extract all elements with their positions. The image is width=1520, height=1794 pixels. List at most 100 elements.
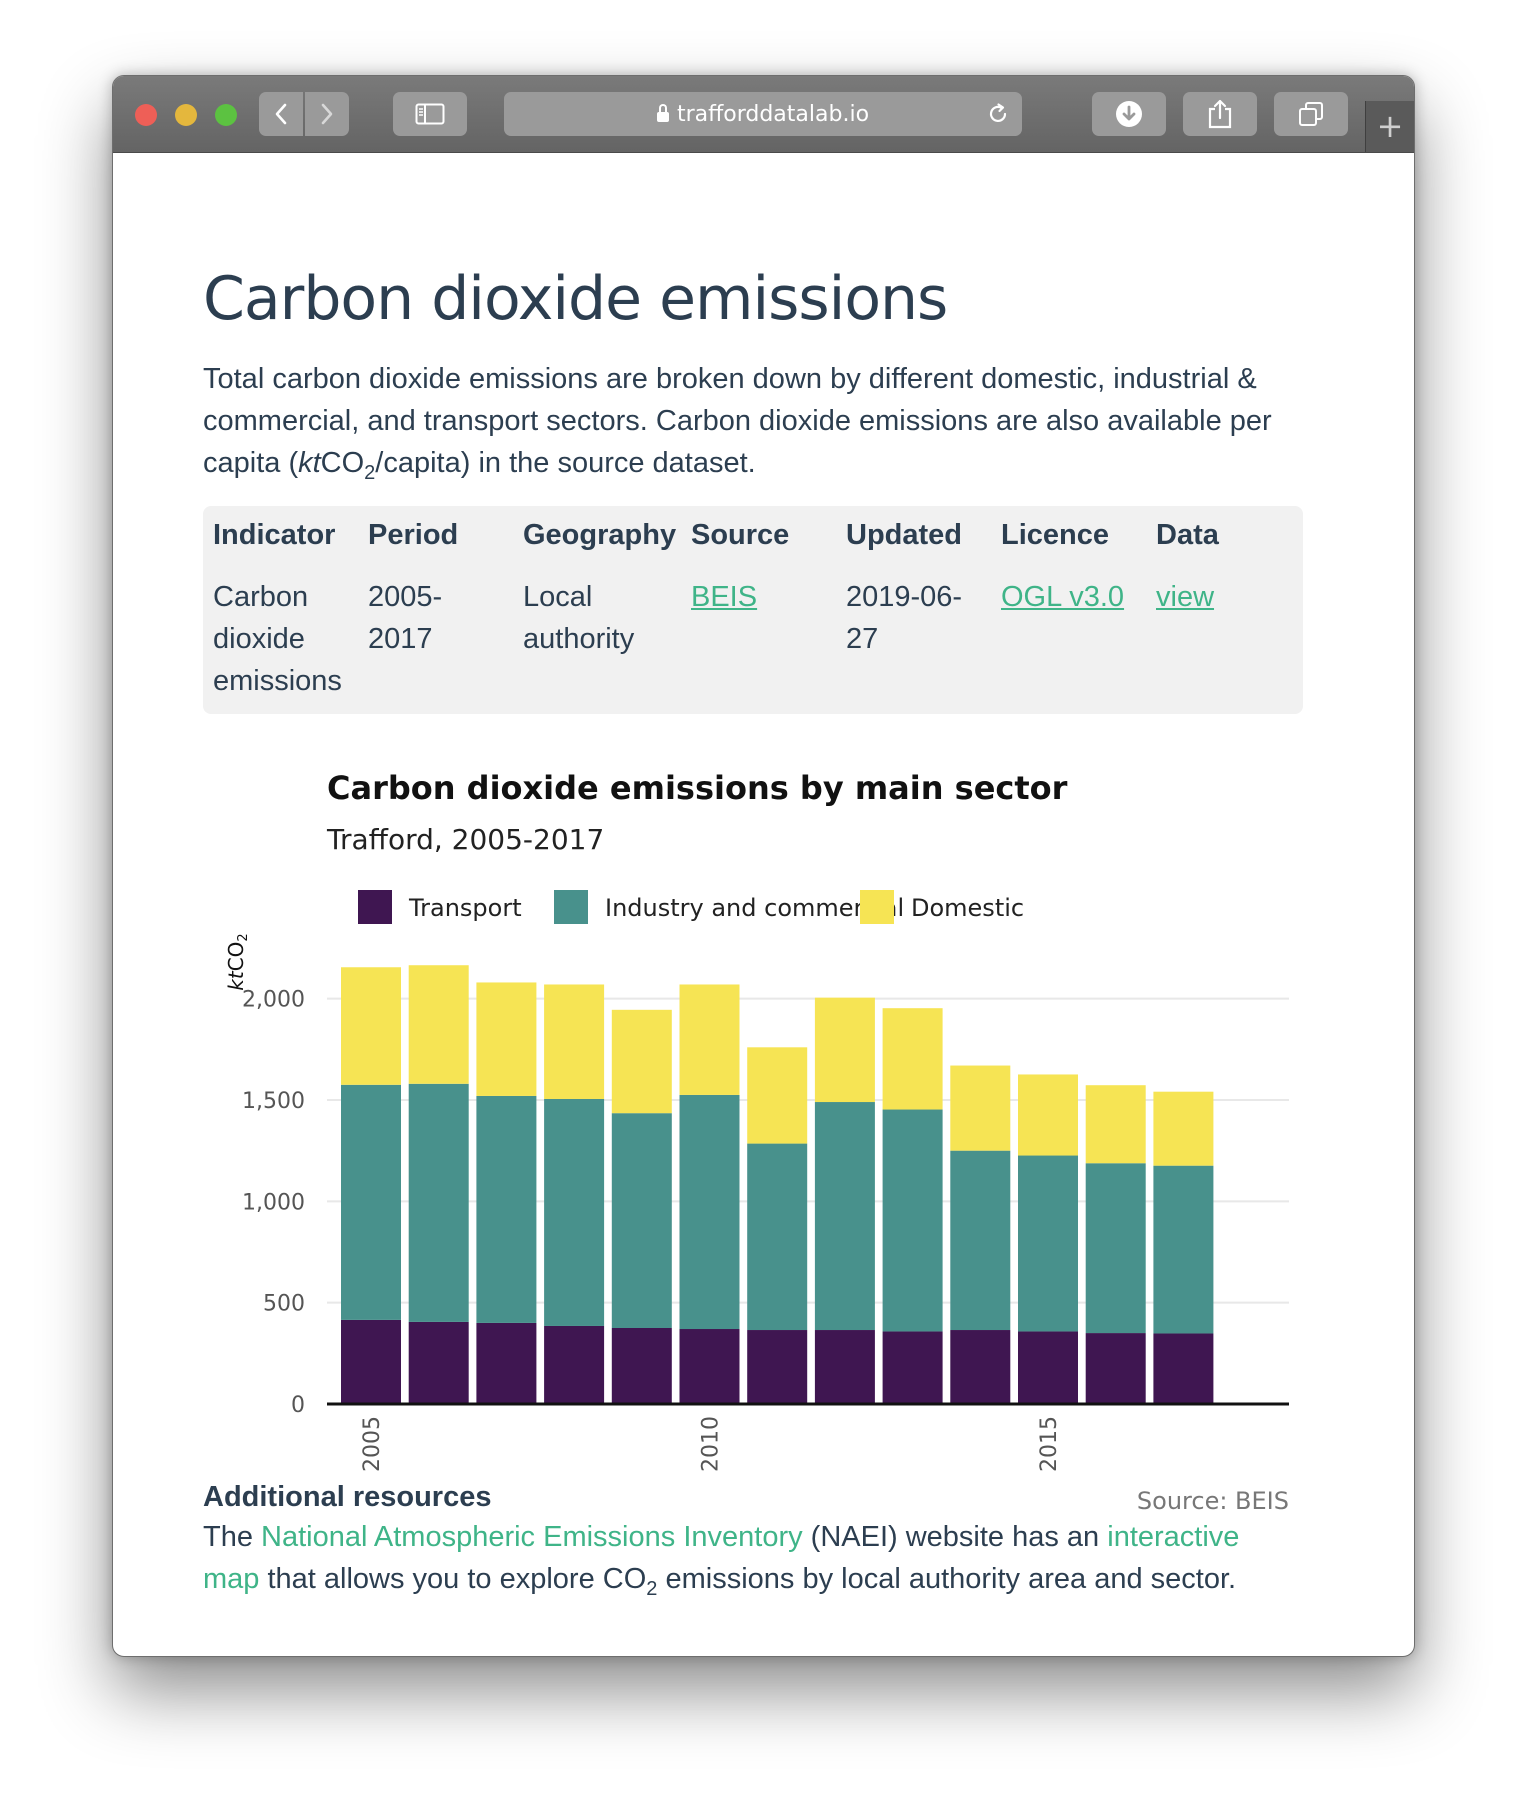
bar-segment-transport-2017 (1153, 1333, 1214, 1404)
browser-toolbar: trafforddatalab.io + (113, 76, 1414, 153)
value-updated-line: 27 (846, 623, 879, 655)
intro-unit-kt: kt (298, 447, 321, 479)
bar-segment-industry-and-commercial-2008 (544, 1098, 605, 1326)
bar-segment-transport-2013 (882, 1331, 943, 1404)
y-tick-label: 1,500 (242, 1089, 305, 1114)
x-tick-label: 2015 (1037, 1416, 1062, 1472)
bar-segment-transport-2014 (950, 1330, 1011, 1404)
bar-segment-domestic-2010 (679, 984, 740, 1095)
bar-segment-industry-and-commercial-2007 (476, 1095, 537, 1323)
value-indicator-line: dioxide (213, 623, 305, 655)
bar-segment-domestic-2012 (814, 997, 875, 1103)
resources-text: that allows you to explore CO (259, 1563, 647, 1595)
bar-segment-industry-and-commercial-2012 (814, 1102, 875, 1331)
bar-segment-transport-2008 (544, 1325, 605, 1404)
bar-segment-domestic-2007 (476, 982, 537, 1096)
intro-unit-sub: 2 (364, 461, 376, 484)
emissions-chart: Carbon dioxide emissions by main sector … (224, 769, 1289, 1515)
y-axis-label-co: CO (224, 942, 248, 972)
url-text: trafforddatalab.io (676, 101, 870, 127)
bar-segment-transport-2009 (611, 1328, 672, 1404)
value-period: 2005- 2017 (368, 576, 442, 660)
value-geography-line: authority (523, 623, 635, 655)
minimize-window-button[interactable] (175, 104, 197, 126)
bar-segment-domestic-2005 (341, 967, 401, 1085)
naei-link[interactable]: National Atmospheric Emissions Inventory (261, 1521, 803, 1553)
bar-segment-industry-and-commercial-2017 (1153, 1165, 1214, 1334)
tabs-overview-button[interactable] (1274, 92, 1348, 136)
close-window-button[interactable] (135, 104, 157, 126)
new-tab-button[interactable]: + (1365, 101, 1414, 152)
header-data: Data (1156, 519, 1219, 551)
bar-segment-transport-2011 (747, 1330, 808, 1404)
resources-text: (NAEI) website has an (802, 1521, 1108, 1553)
metadata-table: Indicator Period Geography Source Update… (203, 506, 1303, 714)
lock-icon (656, 104, 669, 122)
source-link[interactable]: BEIS (691, 581, 758, 613)
chevron-right-icon (321, 103, 333, 125)
y-axis: 0 500 1,000 1,500 2,000 (242, 988, 305, 1418)
intro-text-2: /capita) in the source dataset. (375, 447, 756, 479)
header-updated: Updated (846, 519, 962, 551)
forward-button[interactable] (305, 92, 349, 136)
y-axis-label-sub: 2 (236, 933, 251, 941)
bar-segment-domestic-2008 (544, 984, 605, 1099)
bar-segment-industry-and-commercial-2009 (611, 1113, 672, 1328)
resources-text: emissions by local authority area and se… (657, 1563, 1237, 1595)
value-geography-line: Local (523, 581, 593, 613)
y-axis-label-kt: kt (224, 970, 248, 991)
bar-segment-domestic-2013 (882, 1008, 943, 1110)
address-bar[interactable]: trafforddatalab.io (504, 92, 1022, 136)
sidebar-icon (415, 103, 445, 125)
bar-segment-transport-2010 (679, 1329, 740, 1404)
legend-swatch-industry-and-commercial (554, 890, 588, 924)
bar-segment-industry-and-commercial-2010 (679, 1094, 740, 1330)
value-geography: Local authority (523, 576, 634, 660)
data-view-link[interactable]: view (1156, 581, 1215, 613)
licence-link[interactable]: OGL v3.0 (1001, 581, 1125, 613)
bar-segment-industry-and-commercial-2011 (747, 1143, 808, 1331)
downloads-button[interactable] (1092, 92, 1166, 136)
header-source: Source (691, 519, 790, 551)
tabs-icon (1299, 102, 1323, 126)
resources-text: The (203, 1521, 262, 1553)
bar-segment-transport-2012 (814, 1330, 875, 1404)
header-period: Period (368, 519, 459, 551)
header-geography: Geography (523, 519, 677, 551)
bar-segment-transport-2016 (1085, 1333, 1146, 1404)
legend-swatch-transport (358, 890, 392, 924)
bar-segment-transport-2006 (408, 1321, 469, 1404)
share-button[interactable] (1183, 92, 1257, 136)
chart-legend: Transport Industry and commercial Domestic (358, 890, 1024, 924)
bar-segment-domestic-2015 (1018, 1074, 1078, 1156)
value-indicator-line: Carbon (213, 581, 309, 613)
chart-caption: Source: BEIS (1137, 1487, 1289, 1515)
chart-bars (341, 965, 1214, 1404)
value-updated-line: 2019-06- (846, 581, 963, 613)
intro-paragraph: Total carbon dioxide emissions are broke… (203, 358, 1313, 494)
value-period-line: 2005- (368, 581, 443, 613)
zoom-window-button[interactable] (215, 104, 237, 126)
x-axis: 2005 2010 2015 (327, 1402, 1289, 1472)
resources-title: Additional resources (203, 1481, 492, 1513)
bar-segment-industry-and-commercial-2013 (882, 1109, 943, 1332)
bar-segment-industry-and-commercial-2006 (408, 1083, 469, 1322)
chevron-left-icon (275, 103, 287, 125)
reload-icon[interactable] (986, 102, 1010, 126)
share-icon (1208, 99, 1232, 129)
interactive-map-link[interactable]: interactive map (203, 1521, 1240, 1595)
sidebar-button[interactable] (393, 92, 467, 136)
y-tick-label: 0 (291, 1393, 305, 1418)
licence-cell: OGL v3.0 (1001, 576, 1124, 618)
bar-segment-domestic-2014 (950, 1065, 1011, 1151)
legend-label: Industry and commercial (605, 894, 904, 922)
bar-segment-domestic-2011 (747, 1047, 808, 1144)
intro-unit-co: CO (320, 447, 365, 479)
bar-segment-domestic-2016 (1085, 1085, 1146, 1164)
chart-subtitle: Trafford, 2005-2017 (326, 823, 604, 856)
source-cell: BEIS (691, 576, 757, 618)
bar-segment-industry-and-commercial-2016 (1085, 1163, 1146, 1334)
y-tick-label: 500 (263, 1292, 305, 1317)
y-tick-label: 2,000 (242, 988, 305, 1013)
back-button[interactable] (259, 92, 303, 136)
